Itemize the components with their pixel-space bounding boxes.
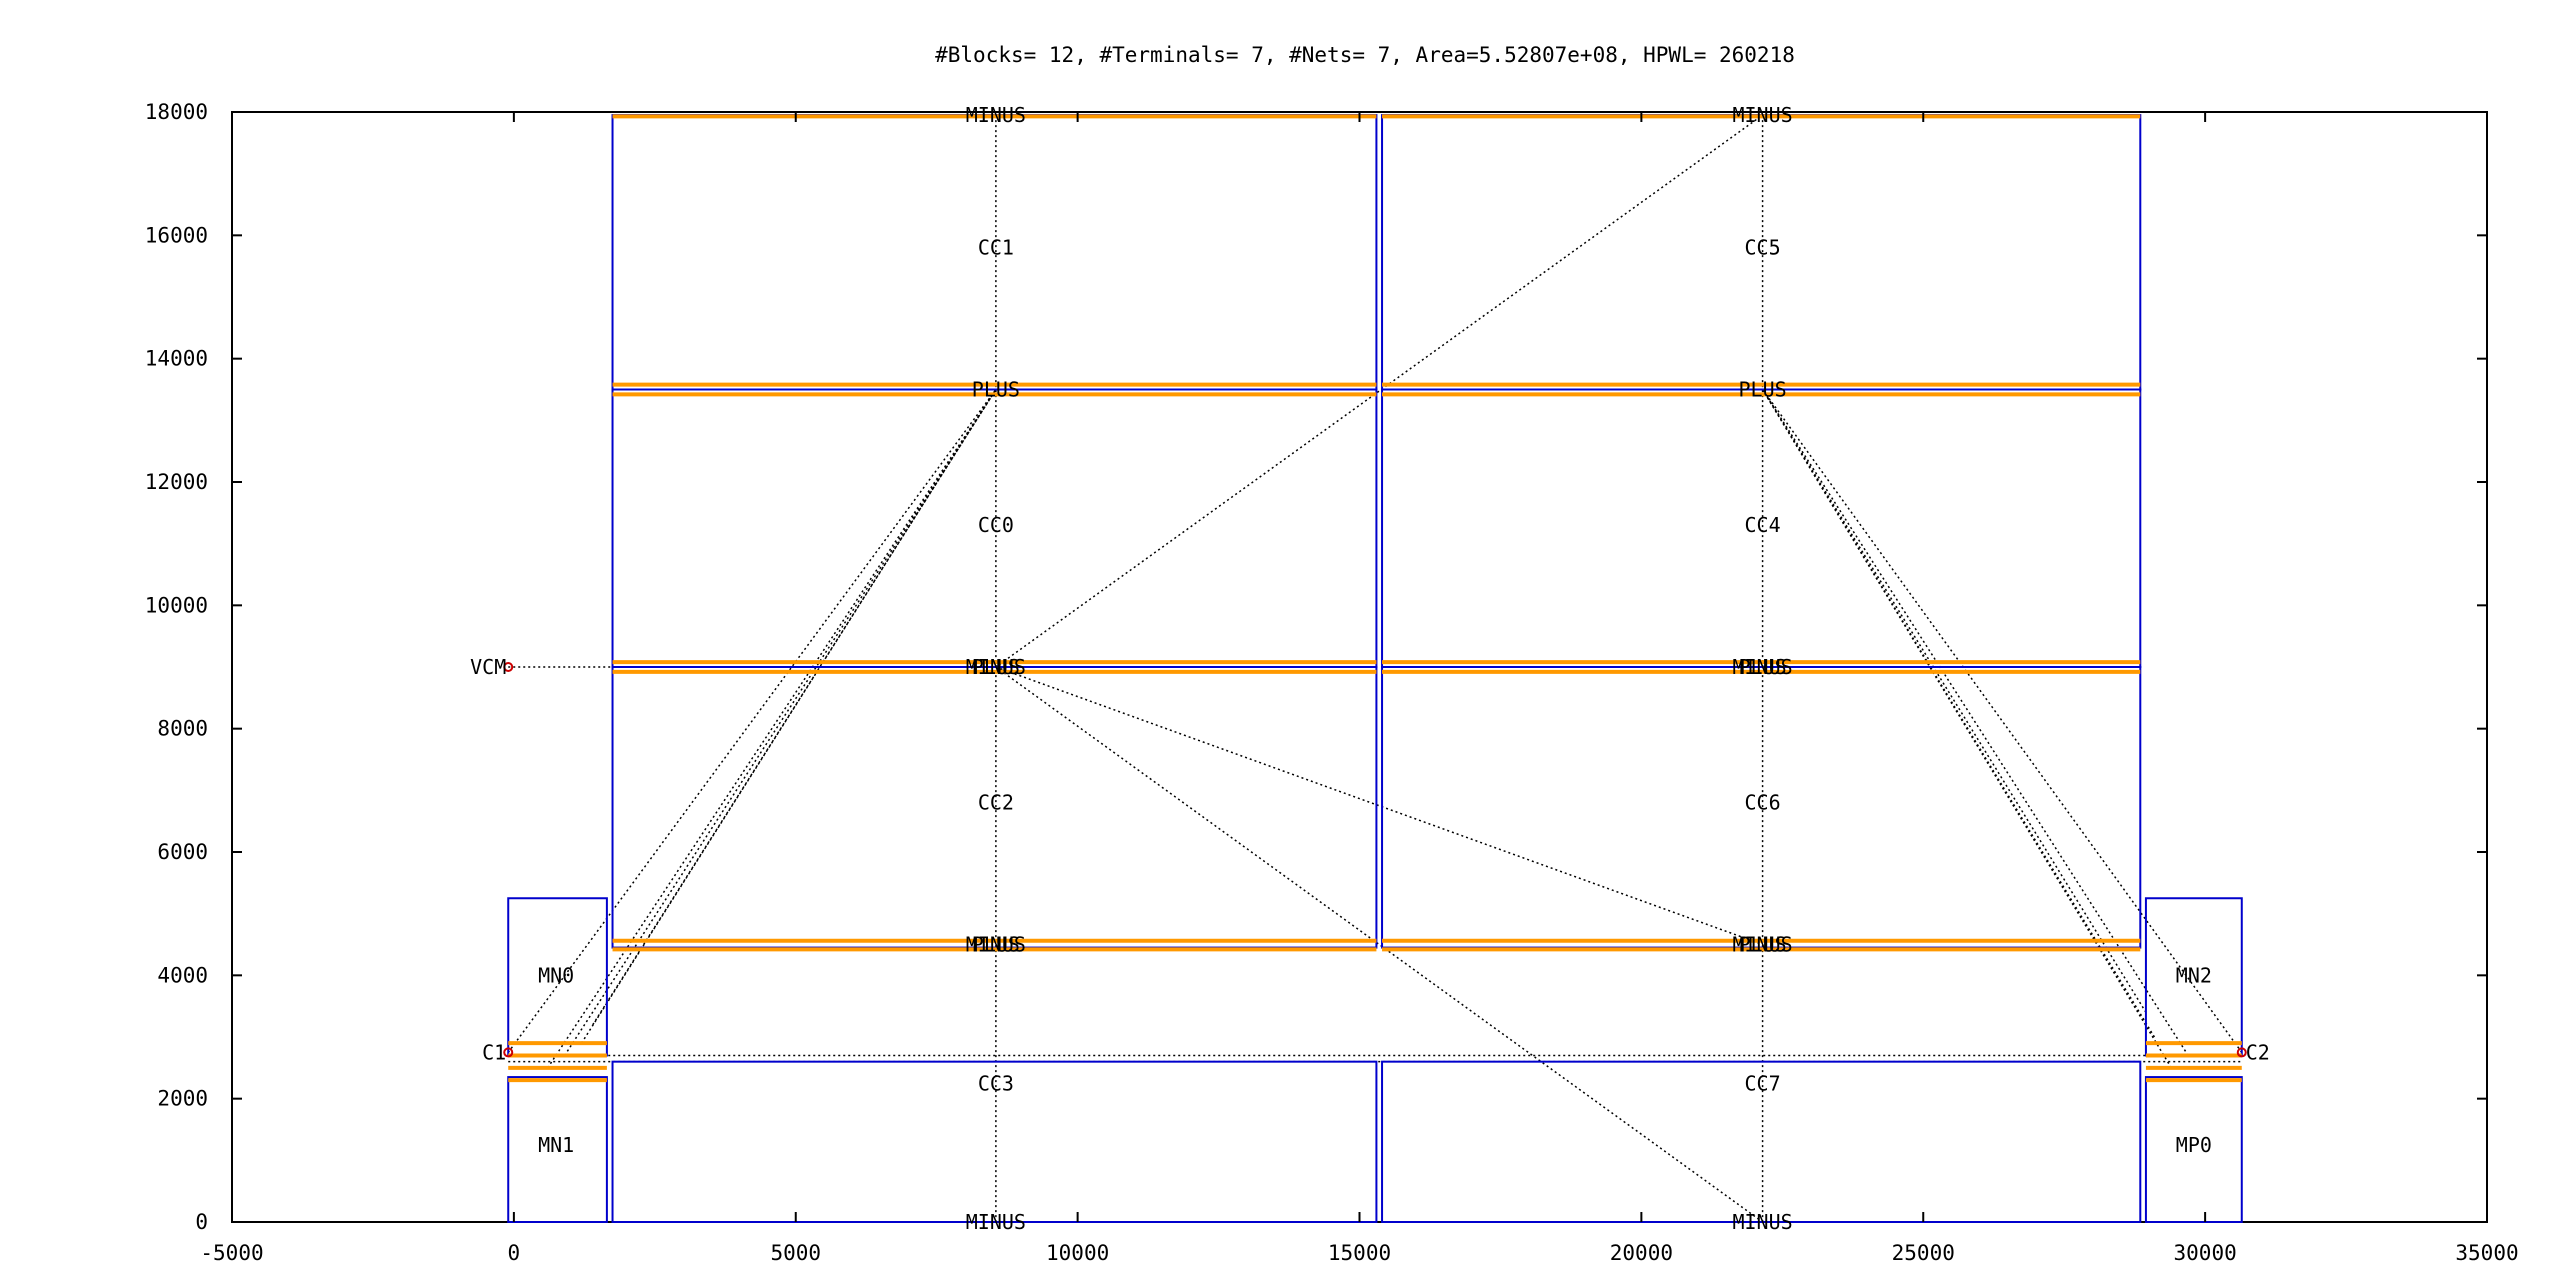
x-tick-label: 0: [508, 1241, 521, 1265]
block-label: CC5: [1745, 236, 1781, 260]
pin-bars-layer: [508, 114, 2242, 1083]
x-tick-label: 30000: [2174, 1241, 2237, 1265]
pin-label: MINUS: [966, 655, 1026, 679]
block-cc7: [1381, 1060, 2142, 1223]
block-label: MN2: [2176, 963, 2212, 987]
labels-layer: MN0 MN1 CC3 CC2 CC0 CC1 CC7 CC6 CC4 CC5 MN2 MP0 MINU…: [470, 103, 2270, 1234]
net-line: [563, 389, 997, 1056]
pin-label: MINUS: [1732, 655, 1792, 679]
y-tick-label: 16000: [145, 223, 208, 247]
block-label: CC3: [978, 1071, 1014, 1095]
y-tick-label: 14000: [145, 347, 208, 371]
y-tick-label: 8000: [157, 717, 208, 741]
pin-label: PLUS: [972, 933, 1020, 957]
pin-label: MINUS: [1732, 103, 1792, 127]
chart-title: #Blocks= 12, #Terminals= 7, #Nets= 7, Ar…: [935, 43, 1795, 67]
pin-label: PLUS: [1738, 378, 1786, 402]
net-lines: [507, 114, 2243, 1223]
y-tick-label: 18000: [145, 100, 208, 124]
pin-label: PLUS: [1738, 933, 1786, 957]
terminal-c2-marker: [2236, 1047, 2247, 1058]
block-mp0: [2144, 1076, 2243, 1224]
net-line: [592, 389, 997, 1026]
block-label: MN1: [538, 1133, 574, 1157]
net-line: [1761, 389, 2156, 1038]
block-cc3: [611, 1060, 1378, 1223]
x-tick-label: 15000: [1328, 1241, 1391, 1265]
y-tick-label: 0: [195, 1210, 208, 1234]
pin-label: MINUS: [966, 103, 1026, 127]
net-line: [995, 666, 1763, 946]
net-line: [1761, 389, 2189, 1056]
net-line: [995, 114, 1764, 668]
terminal-label: VCM: [470, 655, 506, 679]
terminal-label: C2: [2246, 1040, 2270, 1064]
block-label: MP0: [2176, 1133, 2212, 1157]
pin-label: PLUS: [972, 378, 1020, 402]
terminal-c1-marker: [503, 1047, 514, 1058]
y-tick-label: 10000: [145, 593, 208, 617]
y-tick-label: 6000: [157, 840, 208, 864]
pin-label: MINUS: [1732, 933, 1792, 957]
net-line: [1761, 389, 2243, 1053]
net-line: [1761, 389, 2147, 1013]
block-label: CC6: [1745, 791, 1781, 815]
x-tick-label: 35000: [2455, 1241, 2518, 1265]
pin-label: MINUS: [966, 933, 1026, 957]
pin-label: PLUS: [972, 655, 1020, 679]
x-tick-label: 25000: [1892, 1241, 1955, 1265]
x-tick-label: 20000: [1610, 1241, 1673, 1265]
block-label: CC0: [978, 513, 1014, 537]
pin-label: MINUS: [1732, 1210, 1792, 1234]
block-label: CC1: [978, 236, 1014, 260]
pin-label: MINUS: [966, 1210, 1026, 1234]
x-axis-ticks: -5000 0 5000 10000 15000 20000 25000 30000 35000: [200, 112, 2519, 1265]
block-mn1: [507, 1076, 608, 1224]
block-label: CC4: [1745, 513, 1781, 537]
y-tick-label: 4000: [157, 963, 208, 987]
x-tick-label: -5000: [200, 1241, 263, 1265]
block-label: CC2: [978, 791, 1014, 815]
pin-label: PLUS: [1738, 655, 1786, 679]
x-tick-label: 10000: [1046, 1241, 1109, 1265]
terminal-vcm-marker: [503, 662, 514, 672]
x-tick-label: 5000: [770, 1241, 821, 1265]
net-line: [547, 389, 997, 1069]
net-line: [995, 666, 1764, 1223]
y-tick-label: 12000: [145, 470, 208, 494]
y-tick-label: 2000: [157, 1087, 208, 1111]
terminal-label: C1: [482, 1040, 506, 1064]
y-axis-ticks: 0 2000 4000 6000 8000 10000 12000 14000 16000 180…: [145, 100, 2487, 1234]
block-label: MN0: [538, 963, 574, 987]
block-label: CC7: [1745, 1071, 1781, 1095]
net-line: [507, 389, 997, 1053]
